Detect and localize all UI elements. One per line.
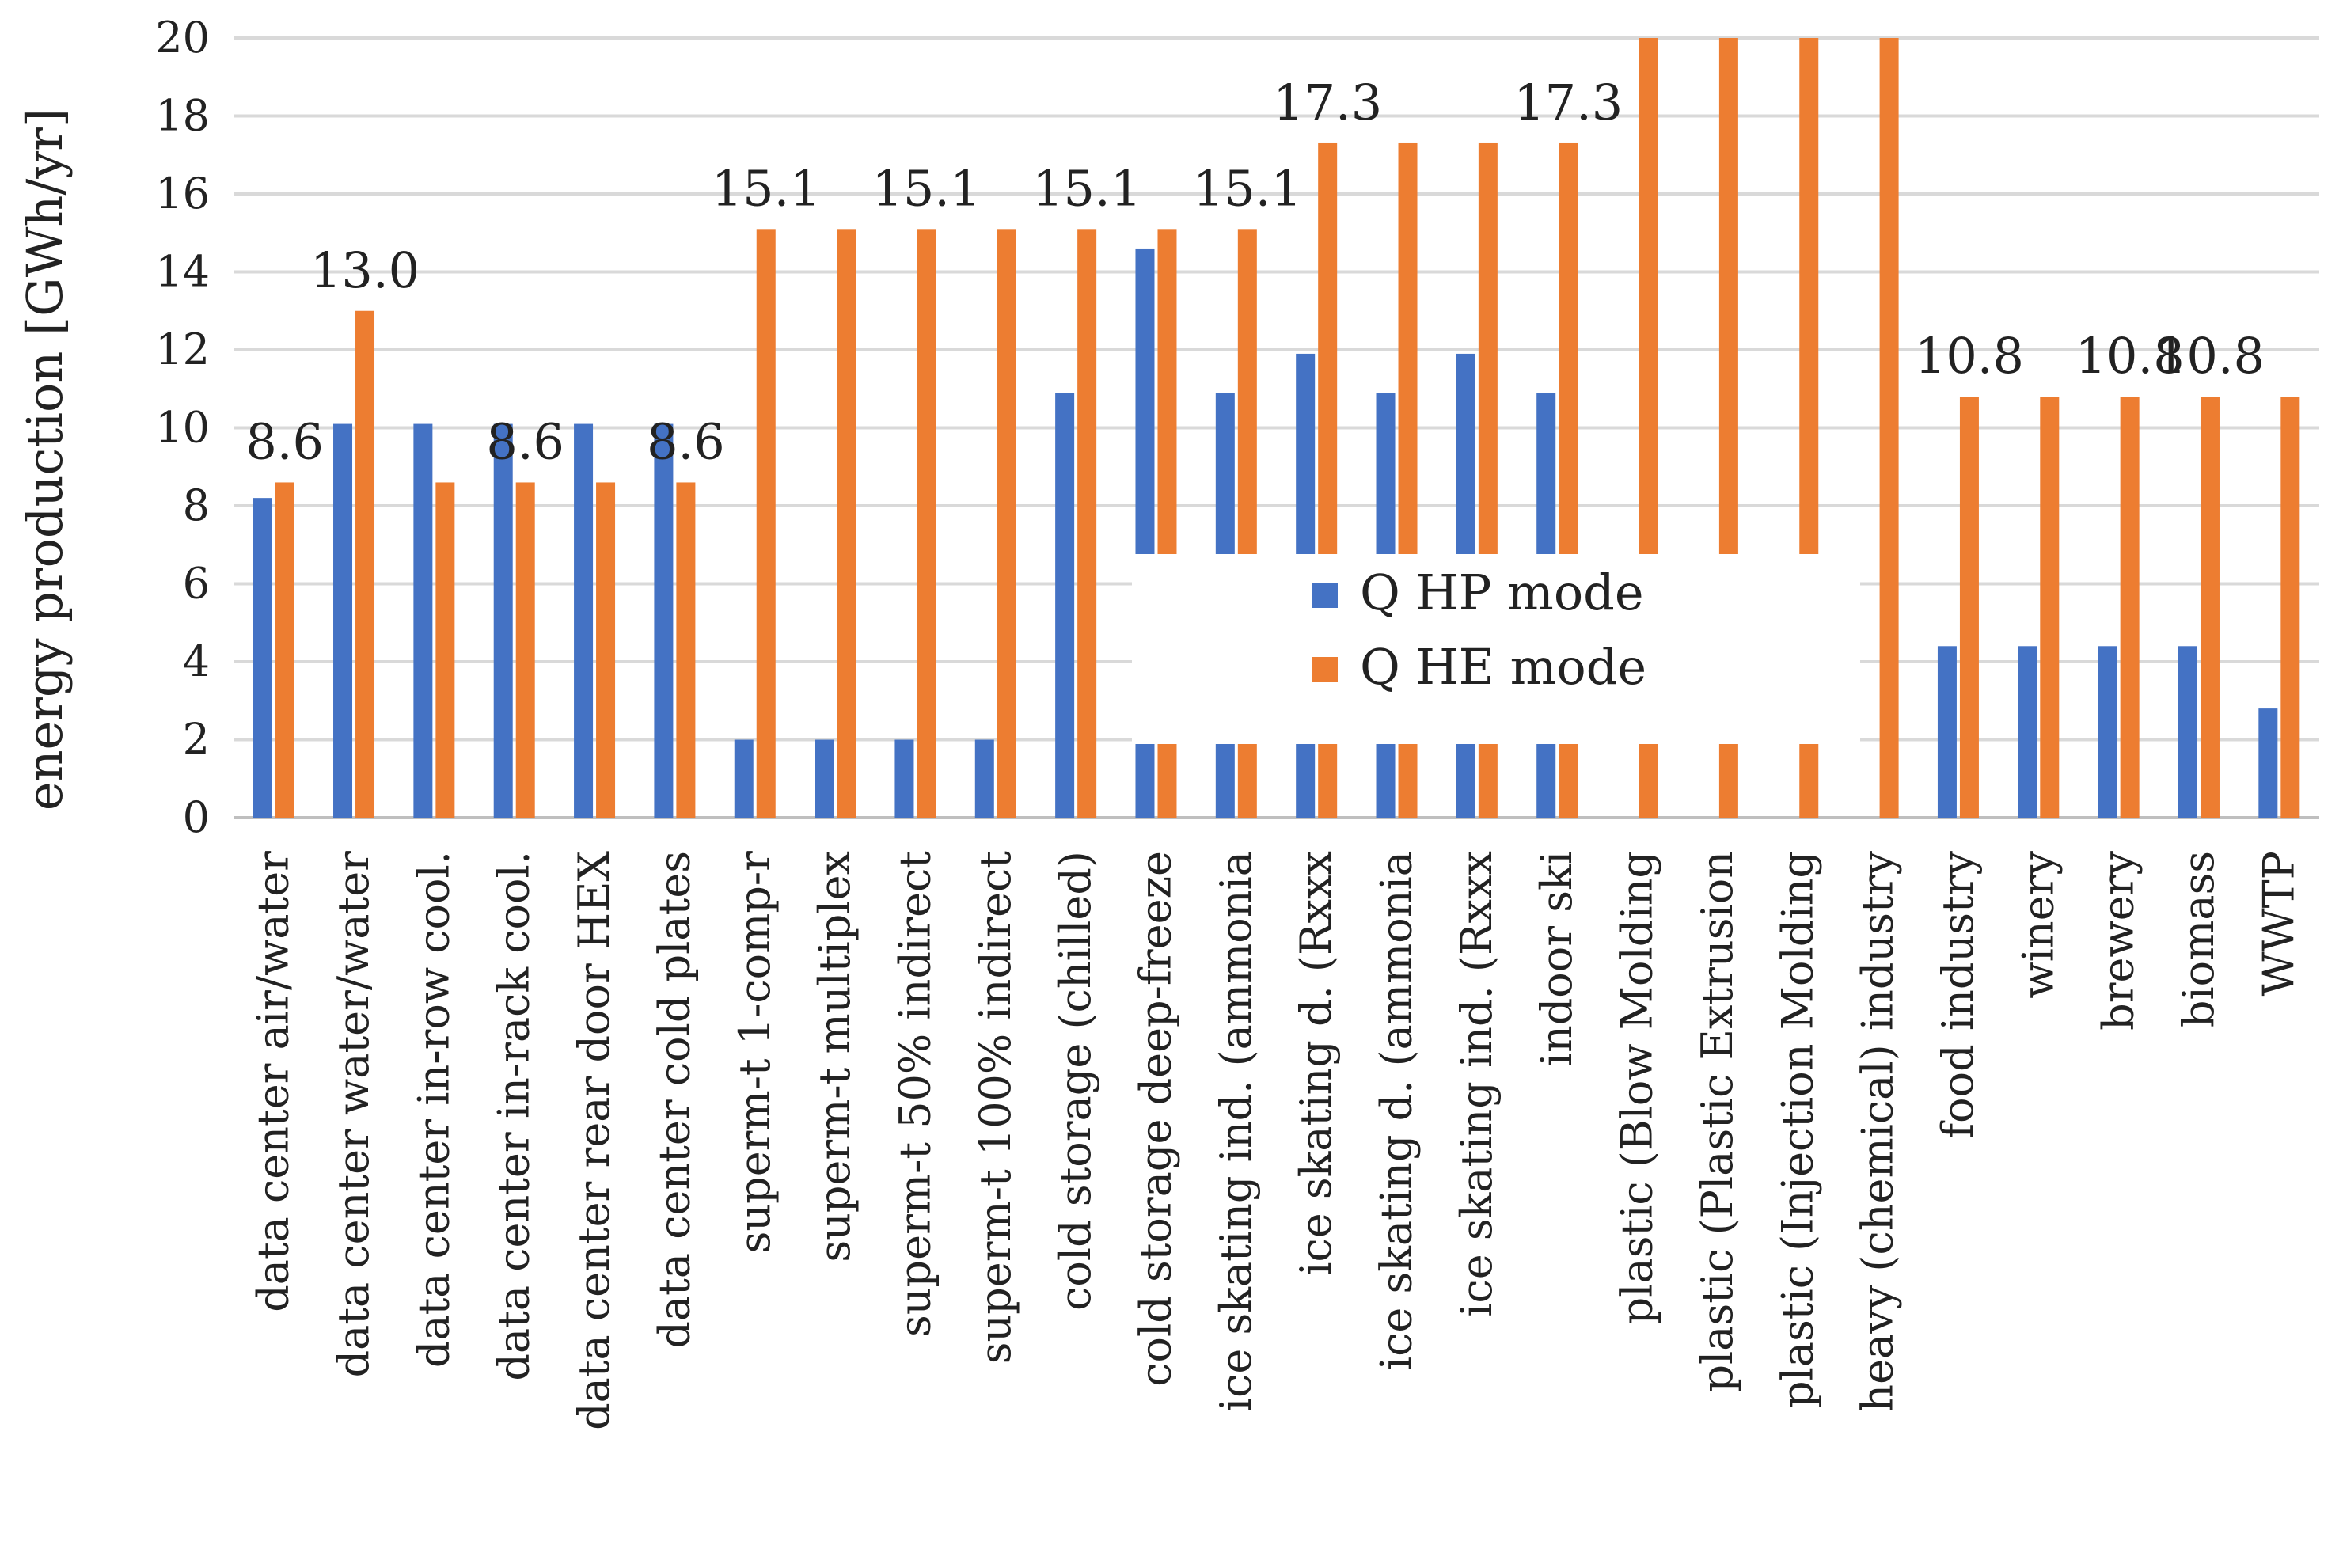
- bar-hp-21: [1937, 646, 1957, 818]
- data-label: 17.3: [1513, 74, 1623, 131]
- bar-he-21: [1959, 397, 1979, 818]
- bar-he-10: [1077, 229, 1097, 818]
- bar-hp-1: [333, 423, 353, 818]
- data-label: 8.6: [245, 412, 324, 470]
- category-label: data center rear door HEX: [569, 850, 619, 1429]
- category-label: data center in-rack cool.: [489, 851, 539, 1381]
- category-label: superm-t multiplex: [810, 851, 860, 1262]
- bar-he-0: [275, 482, 294, 818]
- data-label: 17.3: [1273, 74, 1382, 131]
- category-label: data center cold plates: [649, 851, 699, 1349]
- y-tick-label: 8: [183, 480, 210, 530]
- data-label: 15.1: [1193, 159, 1302, 217]
- category-label: superm-t 1-comp-r: [730, 851, 780, 1254]
- category-label: plastic (Blow Molding: [1612, 851, 1662, 1324]
- bar-he-8: [917, 229, 936, 818]
- bar-he-9: [997, 229, 1016, 818]
- y-tick-label: 4: [183, 636, 210, 686]
- y-tick-label: 12: [155, 325, 210, 374]
- category-label: food industry: [1933, 851, 1983, 1139]
- bar-he-25: [2280, 397, 2300, 818]
- y-tick-label: 10: [155, 403, 210, 453]
- category-labels: data center air/water data center water/w…: [249, 850, 2304, 1429]
- legend-label: Q HP mode: [1360, 564, 1644, 621]
- bar-he-24: [2200, 397, 2220, 818]
- bar-hp-3: [493, 423, 513, 818]
- data-label: 10.8: [1915, 327, 2024, 385]
- bar-hp-23: [2098, 646, 2117, 818]
- data-label: 15.1: [1032, 159, 1141, 217]
- category-label: biomass: [2174, 851, 2223, 1027]
- y-tick-label: 6: [183, 559, 210, 609]
- y-tick-labels: 0 2 4 6 8 10 12 14 16 18 20: [155, 13, 210, 842]
- bar-he-23: [2120, 397, 2140, 818]
- bar-hp-8: [894, 739, 914, 818]
- bar-hp-5: [654, 423, 674, 818]
- bar-he-7: [837, 229, 856, 818]
- category-label: data center water/water: [328, 851, 378, 1378]
- y-tick-label: 2: [183, 715, 210, 765]
- category-label: ice skating ind. (ammonia: [1211, 851, 1261, 1411]
- legend-label: Q HE mode: [1360, 638, 1646, 696]
- data-label: 8.6: [486, 412, 564, 470]
- bar-hp-10: [1055, 393, 1075, 818]
- bar-hp-24: [2178, 646, 2197, 818]
- legend-box: [1132, 554, 1860, 744]
- bar-he-1: [355, 310, 375, 818]
- bar-he-3: [515, 482, 535, 818]
- bar-he-5: [676, 482, 696, 818]
- y-tick-label: 20: [155, 13, 210, 63]
- category-label: winery: [2013, 851, 2063, 999]
- category-label: cold storage (chilled): [1050, 851, 1100, 1311]
- category-label: data center in-row cool.: [408, 851, 458, 1368]
- category-label: indoor ski: [1532, 851, 1582, 1066]
- bar-hp-22: [2018, 646, 2037, 818]
- category-label: heavy (chemical) industry: [1853, 851, 1903, 1412]
- data-label: 10.8: [2075, 327, 2185, 385]
- bar-hp-4: [574, 423, 594, 818]
- bar-he-4: [596, 482, 616, 818]
- legend-swatch-he: [1312, 657, 1338, 682]
- bar-hp-25: [2258, 708, 2278, 818]
- category-label: WWTP: [2254, 851, 2303, 996]
- bar-he-6: [756, 229, 776, 818]
- bar-hp-7: [815, 739, 834, 818]
- category-label: plastic (Plastic Extrusion: [1692, 851, 1742, 1392]
- data-label: 15.1: [712, 159, 821, 217]
- category-label: cold storage deep-freeze: [1130, 851, 1180, 1387]
- bars: [253, 38, 2300, 818]
- bar-he-2: [435, 482, 455, 818]
- category-label: superm-t 50% indirect: [890, 851, 940, 1337]
- data-labels: 8.6 13.0 8.6 8.6 15.1 15.1 15.1 15.1 17.3 17.3 10.…: [245, 74, 2265, 470]
- bar-hp-2: [413, 423, 433, 818]
- category-label: ice skating d. (Rxxx: [1291, 851, 1341, 1276]
- category-label: brewery: [2094, 851, 2144, 1031]
- y-tick-label: 14: [155, 247, 210, 297]
- category-label: superm-t 100% indirect: [970, 851, 1020, 1365]
- y-tick-label: 18: [155, 91, 210, 141]
- data-label: 15.1: [872, 159, 981, 217]
- data-label: 10.8: [2155, 327, 2265, 385]
- bar-hp-6: [734, 739, 754, 818]
- bar-he-20: [1879, 38, 1899, 818]
- y-tick-label: 0: [183, 792, 210, 842]
- category-label: ice skating d. (ammonia: [1372, 851, 1422, 1370]
- legend: Q HP mode Q HE mode: [1132, 554, 1860, 744]
- category-label: ice skating ind. (Rxxx: [1452, 851, 1502, 1317]
- category-label: data center air/water: [249, 851, 298, 1312]
- data-label: 13.0: [310, 241, 420, 299]
- y-tick-label: 16: [155, 169, 210, 218]
- bar-he-22: [2040, 397, 2060, 818]
- y-axis-label: energy production [GWh/yr]: [16, 108, 74, 811]
- data-label: 8.6: [647, 412, 725, 470]
- bar-hp-0: [253, 498, 272, 818]
- category-label: plastic (Injection Molding: [1772, 851, 1822, 1408]
- legend-swatch-hp: [1312, 583, 1338, 608]
- bar-hp-9: [974, 739, 994, 818]
